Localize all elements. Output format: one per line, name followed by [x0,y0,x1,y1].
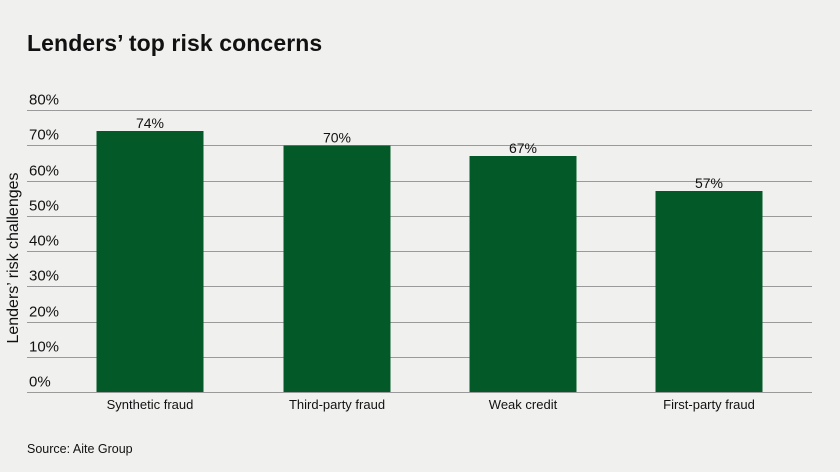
bars [96,131,763,392]
y-tick-label: 20% [29,304,59,321]
x-axis-ticks: Synthetic fraud Third-party fraud Weak cre… [107,397,755,412]
bar-value-label: 70% [323,129,351,145]
y-tick-label: 80% [29,92,59,109]
bar [96,131,204,392]
bar-value-label: 74% [136,115,164,131]
bar-value-label: 57% [695,175,723,191]
x-tick-label: Weak credit [489,397,558,412]
y-axis-ticks: 0% 10% 20% 30% 40% 50% 60% 70% 80% [29,92,59,391]
y-tick-label: 60% [29,163,59,180]
data-labels: 74% 70% 67% 57% [136,115,723,191]
y-tick-label: 70% [29,127,59,144]
bar [283,145,391,392]
x-tick-label: Synthetic fraud [107,397,194,412]
y-tick-label: 30% [29,268,59,285]
y-tick-label: 0% [29,374,51,391]
chart-title: Lenders’ top risk concerns [27,30,323,56]
source-note: Source: Aite Group [27,442,133,456]
bar [655,191,763,392]
x-tick-label: Third-party fraud [289,397,385,412]
y-tick-label: 40% [29,233,59,250]
y-axis-title: Lenders’ risk challenges [5,172,22,343]
y-tick-label: 10% [29,339,59,356]
bar-value-label: 67% [509,140,537,156]
x-tick-label: First-party fraud [663,397,755,412]
y-tick-label: 50% [29,198,59,215]
bar [469,155,577,392]
